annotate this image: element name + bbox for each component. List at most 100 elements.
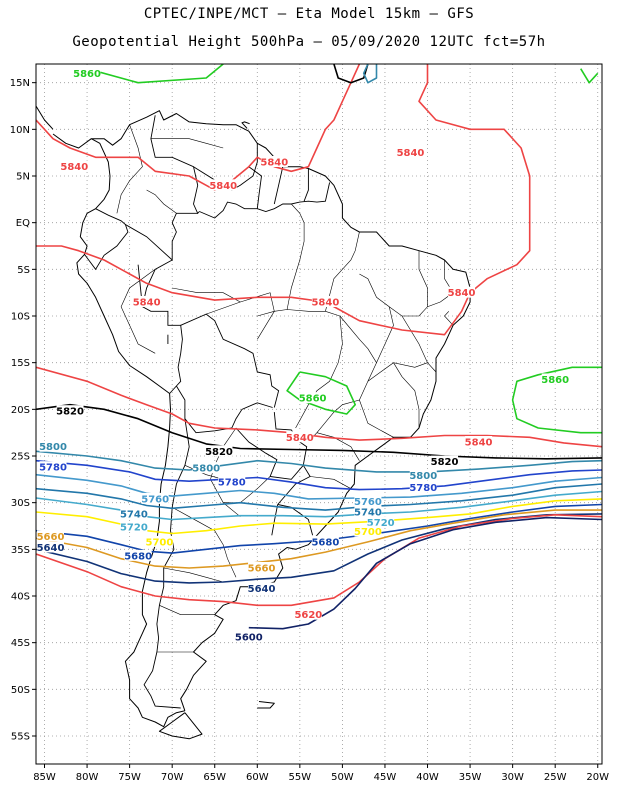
lat-tick-label: 45S bbox=[11, 638, 30, 649]
contour-label-5840: 5840 bbox=[448, 288, 476, 299]
state-border bbox=[393, 362, 420, 428]
contour-label-bg bbox=[286, 431, 314, 443]
contour-label-bg bbox=[541, 373, 569, 385]
contour-label-bg bbox=[145, 535, 173, 547]
lat-tick-label: 50S bbox=[11, 685, 30, 696]
contour-label-bg bbox=[299, 392, 327, 404]
state-border bbox=[257, 309, 340, 317]
contour-label-bg bbox=[396, 146, 424, 158]
contour-label-5720: 5720 bbox=[367, 518, 395, 529]
state-border bbox=[310, 476, 352, 489]
state-border bbox=[325, 231, 360, 312]
contour-label-5620: 5620 bbox=[294, 610, 322, 621]
contour-5860 bbox=[286, 371, 356, 415]
contour-label-5840: 5840 bbox=[311, 298, 339, 309]
contour-label-5680: 5680 bbox=[124, 551, 152, 562]
contour-label-bg bbox=[311, 296, 339, 307]
contour-label-bg bbox=[192, 462, 220, 474]
contour-label-5780: 5780 bbox=[218, 478, 246, 489]
contour-5800 bbox=[36, 450, 602, 473]
contour-label-bg bbox=[39, 440, 67, 452]
state-border bbox=[339, 315, 377, 363]
height-contours bbox=[36, 64, 602, 630]
coastline bbox=[158, 712, 203, 740]
contour-label-bg bbox=[235, 631, 263, 643]
contour-label-5860: 5860 bbox=[299, 394, 327, 405]
contour-label-5820: 5820 bbox=[56, 407, 84, 418]
contour-label-bg bbox=[205, 445, 233, 457]
lon-tick-label: 50W bbox=[331, 772, 354, 783]
state-border bbox=[418, 250, 428, 307]
state-border bbox=[206, 292, 275, 315]
contour-label-5740: 5740 bbox=[120, 509, 148, 520]
state-border bbox=[316, 432, 360, 461]
state-border bbox=[172, 287, 241, 303]
lat-tick-label: 55S bbox=[11, 732, 30, 743]
lon-tick-label: 80W bbox=[76, 772, 99, 783]
contour-label-5640: 5640 bbox=[37, 543, 65, 554]
contour-label-bg bbox=[209, 179, 237, 191]
country-border bbox=[277, 465, 311, 505]
contour-label-bg bbox=[409, 469, 437, 481]
lat-tick-label: 5S bbox=[17, 265, 30, 276]
contour-label-bg bbox=[218, 476, 246, 488]
contour-label-bg bbox=[248, 582, 276, 594]
lon-tick-label: 25W bbox=[544, 772, 567, 783]
lat-tick-label: 30S bbox=[11, 498, 30, 509]
lat-tick-label: 5N bbox=[16, 172, 30, 183]
coastline bbox=[76, 138, 186, 728]
contour-label-5680: 5680 bbox=[311, 537, 339, 548]
coastline bbox=[52, 110, 471, 711]
state-border bbox=[120, 269, 156, 354]
lat-tick-label: 40S bbox=[11, 592, 30, 603]
lat-tick-label: 15N bbox=[10, 78, 30, 89]
contour-label-bg bbox=[354, 506, 382, 517]
contour-label-5800: 5800 bbox=[39, 442, 67, 453]
coastline bbox=[257, 701, 275, 709]
lat-tick-label: 15S bbox=[11, 358, 30, 369]
contour-label-bg bbox=[294, 608, 322, 620]
country-border bbox=[176, 385, 273, 434]
contour-label-5740: 5740 bbox=[354, 508, 382, 519]
state-border bbox=[359, 273, 394, 363]
state-border bbox=[116, 124, 143, 214]
lat-tick-label: 10S bbox=[11, 312, 30, 323]
state-border bbox=[367, 362, 428, 382]
contour-label-5660: 5660 bbox=[37, 532, 65, 543]
country-border bbox=[150, 115, 200, 215]
country-border bbox=[141, 259, 183, 394]
contour-label-bg bbox=[431, 455, 459, 467]
country-border bbox=[271, 504, 279, 536]
contour-label-bg bbox=[248, 562, 276, 573]
country-border bbox=[180, 313, 280, 408]
lon-tick-label: 45W bbox=[374, 772, 397, 783]
state-border bbox=[150, 138, 224, 149]
lon-tick-label: 60W bbox=[246, 772, 269, 783]
contour-5600 bbox=[248, 516, 602, 630]
contour-label-5840: 5840 bbox=[286, 433, 314, 444]
lon-tick-label: 30W bbox=[501, 772, 524, 783]
lon-tick-label: 65W bbox=[203, 772, 226, 783]
contour-label-5800: 5800 bbox=[409, 471, 437, 482]
contour-5840 bbox=[36, 64, 531, 336]
country-border bbox=[84, 208, 129, 271]
contour-label-bg bbox=[367, 516, 395, 528]
contour-5860 bbox=[511, 366, 602, 434]
contour-5680 bbox=[36, 503, 602, 554]
state-border bbox=[257, 311, 275, 340]
lat-tick-label: EQ bbox=[16, 218, 30, 229]
state-border bbox=[286, 203, 305, 310]
lat-tick-label: 10N bbox=[10, 125, 30, 136]
contour-label-5700: 5700 bbox=[354, 527, 382, 538]
map-title-line-2: Geopotential Height 500hPa – 05/09/2020 … bbox=[72, 34, 546, 50]
lat-tick-label: 35S bbox=[11, 545, 30, 556]
geography-layer bbox=[36, 105, 471, 740]
plot-frame bbox=[35, 63, 603, 765]
lon-tick-label: 70W bbox=[161, 772, 184, 783]
lon-tick-label: 75W bbox=[118, 772, 141, 783]
country-border bbox=[273, 166, 284, 205]
contour-5800 bbox=[362, 64, 378, 84]
contour-5760 bbox=[36, 473, 602, 500]
contour-label-5840: 5840 bbox=[133, 298, 161, 309]
coastline bbox=[241, 121, 250, 129]
